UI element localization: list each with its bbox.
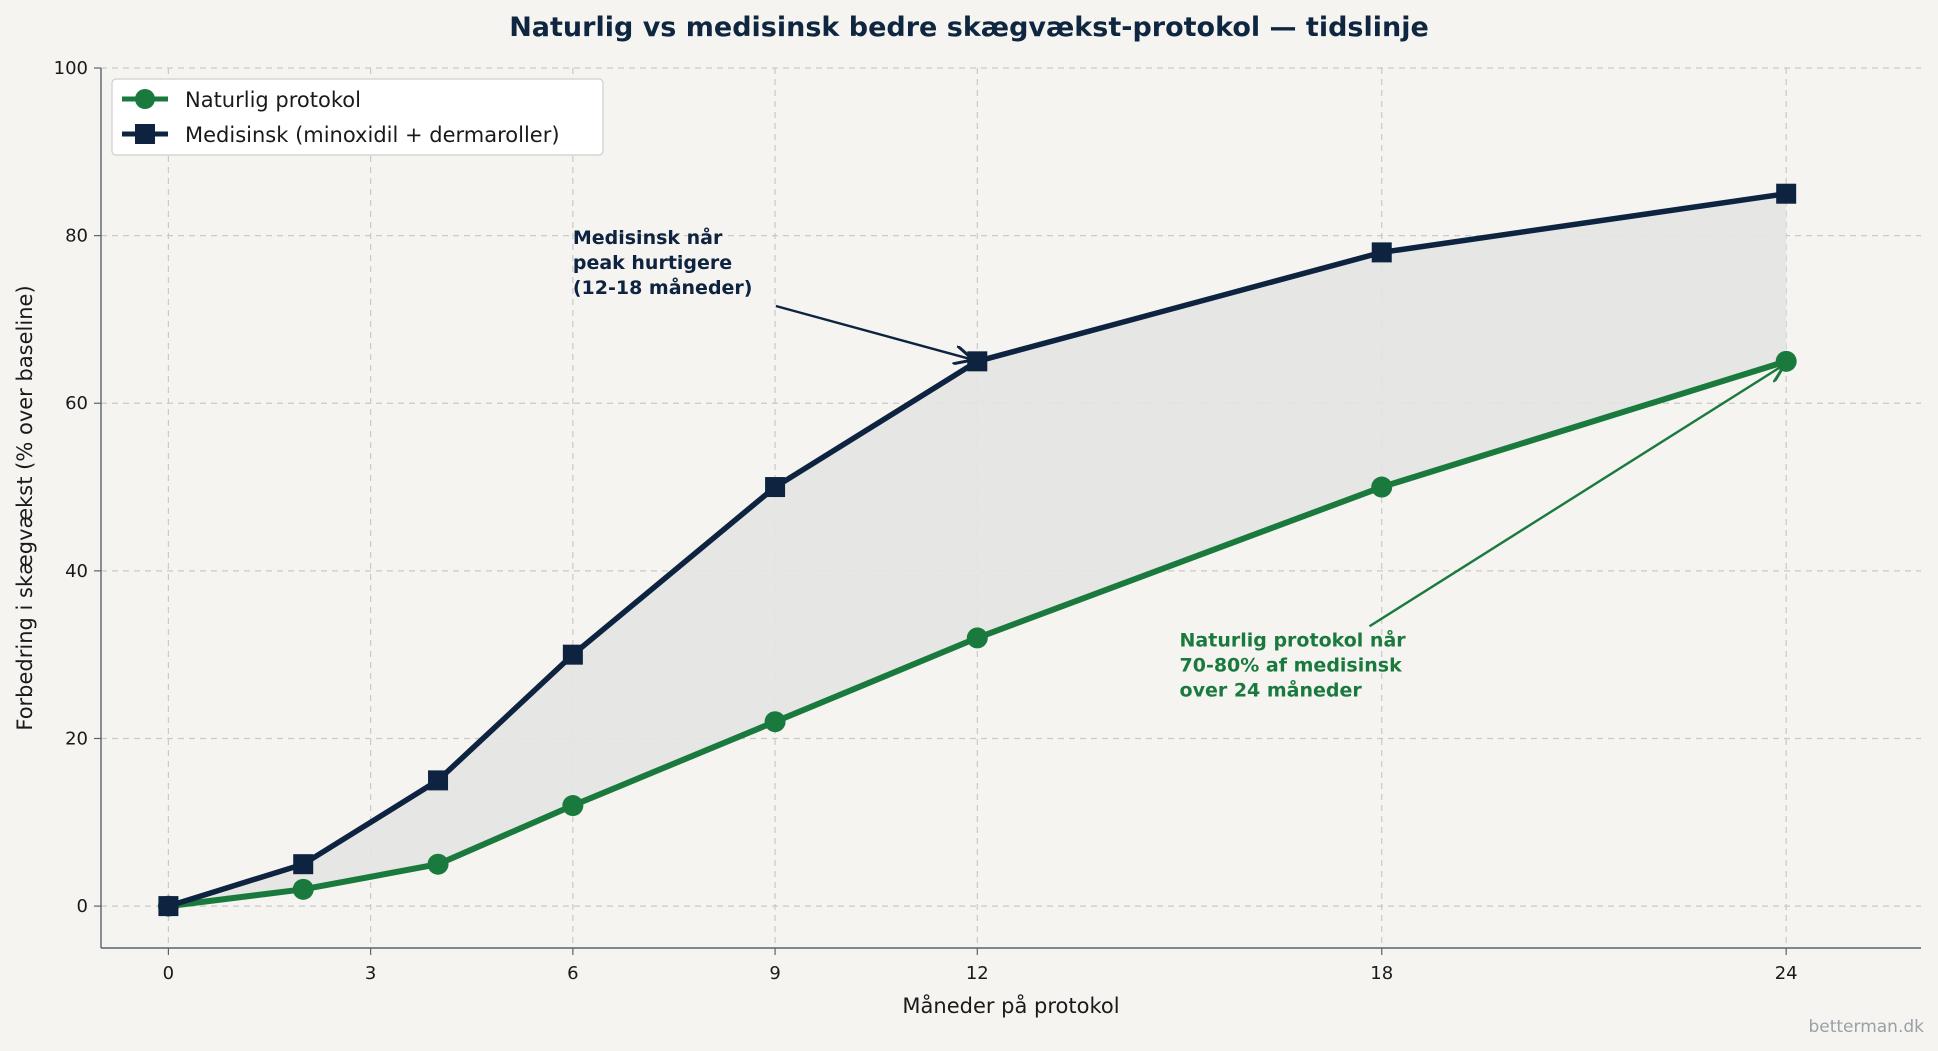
annotation-text: 70-80% af medisinsk bbox=[1180, 654, 1403, 676]
y-tick-label: 40 bbox=[65, 561, 88, 582]
data-point bbox=[427, 853, 449, 875]
annotation-text: (12-18 måneder) bbox=[573, 275, 753, 299]
data-point bbox=[1371, 476, 1393, 498]
legend-marker-medical bbox=[135, 124, 155, 144]
y-tick-label: 0 bbox=[77, 896, 88, 917]
legend-label-natural: Naturlig protokol bbox=[185, 88, 361, 112]
y-tick-label: 20 bbox=[65, 728, 88, 749]
x-tick-label: 3 bbox=[365, 963, 376, 984]
data-point bbox=[1371, 242, 1392, 263]
data-point bbox=[764, 711, 786, 733]
x-tick-label: 9 bbox=[769, 963, 780, 984]
watermark: betterman.dk bbox=[1808, 1017, 1924, 1037]
annotations: Medisinsk når peak hurtigere(12-18 månede… bbox=[573, 225, 1783, 701]
x-tick-label: 24 bbox=[1775, 963, 1798, 984]
legend-label-medical: Medisinsk (minoxidil + dermaroller) bbox=[185, 123, 560, 147]
annotation-text: Medisinsk når bbox=[573, 225, 723, 249]
chart-title: Naturlig vs medisinsk bedre skægvækst-pr… bbox=[509, 12, 1429, 43]
data-point bbox=[293, 854, 314, 875]
legend-box bbox=[111, 78, 604, 156]
x-tick-label: 6 bbox=[567, 963, 578, 984]
y-tick-label: 80 bbox=[65, 226, 88, 247]
y-tick-label: 60 bbox=[65, 393, 88, 414]
data-point bbox=[562, 644, 583, 665]
x-tick-label: 0 bbox=[163, 963, 174, 984]
x-axis-label: Måneder på protokol bbox=[902, 993, 1119, 1018]
data-point bbox=[158, 896, 179, 917]
y-axis-label: Forbedring i skægvækst (% over baseline) bbox=[13, 285, 37, 730]
data-point bbox=[1776, 183, 1797, 204]
legend: Naturlig protokol Medisinsk (minoxidil +… bbox=[111, 78, 604, 156]
annotation-text: over 24 måneder bbox=[1180, 677, 1363, 701]
annotation-text: peak hurtigere bbox=[573, 252, 732, 274]
data-point bbox=[765, 477, 786, 498]
fill-between-polygon bbox=[168, 193, 1787, 907]
annotation-arrow bbox=[1368, 365, 1784, 628]
data-point bbox=[967, 351, 988, 372]
annotation-arrow bbox=[775, 304, 971, 359]
legend-marker-natural bbox=[135, 89, 155, 109]
data-point bbox=[292, 878, 314, 900]
tick-labels: 0 3 6 9 12 18 24 0 20 40 60 80 100 bbox=[54, 58, 1798, 984]
y-tick-label: 100 bbox=[54, 58, 88, 79]
series-line bbox=[165, 190, 1789, 909]
series-group bbox=[157, 183, 1797, 917]
x-tick-label: 18 bbox=[1370, 963, 1393, 984]
x-tick-label: 12 bbox=[966, 963, 989, 984]
annotation-medical: Medisinsk når peak hurtigere(12-18 månede… bbox=[573, 225, 971, 359]
data-point bbox=[428, 770, 449, 791]
data-point bbox=[562, 795, 584, 817]
axes bbox=[94, 67, 1921, 955]
fill-between-area bbox=[168, 193, 1787, 907]
annotation-text: Naturlig protokol når bbox=[1180, 627, 1407, 651]
data-point bbox=[966, 627, 988, 649]
annotation-natural: Naturlig protokol når 70-80% af medisinsk… bbox=[1180, 365, 1784, 701]
series-line bbox=[165, 358, 1790, 910]
